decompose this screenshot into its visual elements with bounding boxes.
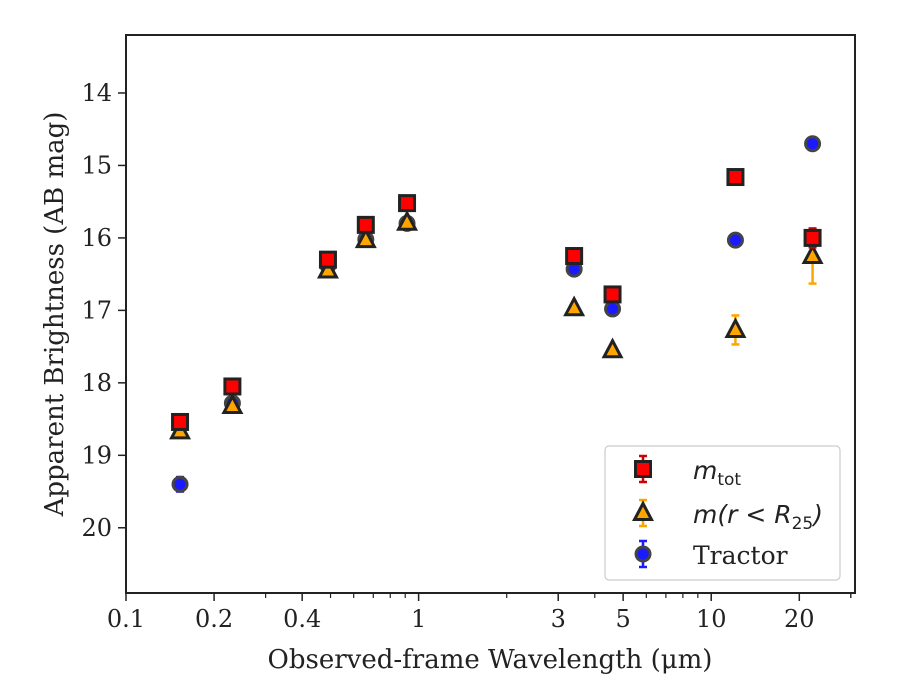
m-r25-point xyxy=(724,317,747,338)
data-markers xyxy=(169,135,824,493)
tractor-point xyxy=(726,231,744,249)
m-tot-point xyxy=(223,377,242,396)
m-r25-point xyxy=(354,227,377,249)
m-tot-point xyxy=(356,215,375,234)
tractor-point xyxy=(604,300,622,318)
m-r25-point xyxy=(601,337,624,359)
legend-label-tractor: Tractor xyxy=(693,541,788,570)
y-tick-label: 15 xyxy=(81,151,112,179)
y-tick-label: 16 xyxy=(81,224,112,252)
y-tick-label: 19 xyxy=(81,441,112,469)
m-r25-point xyxy=(221,393,244,415)
legend-label-mtot: mtot xyxy=(693,456,741,490)
m-tot-point xyxy=(171,412,190,431)
y-tick-label: 17 xyxy=(81,296,112,324)
m-tot-point xyxy=(726,168,745,187)
y-tick-label: 20 xyxy=(81,514,112,542)
y-tick-label: 18 xyxy=(81,369,112,397)
m-r25-point-group xyxy=(169,209,824,440)
m-tot-point xyxy=(603,285,622,304)
x-tick-label: 3 xyxy=(551,605,566,633)
m-tot-point xyxy=(398,194,417,213)
tractor-point xyxy=(804,135,822,153)
x-tick-label: 0.1 xyxy=(107,605,145,633)
y-tick-label: 14 xyxy=(81,79,112,107)
legend-box xyxy=(604,445,841,581)
tractor-point xyxy=(171,475,189,493)
m-tot-point xyxy=(318,250,337,269)
x-tick-label: 10 xyxy=(696,605,727,633)
legend-handles xyxy=(632,454,654,569)
m-tot-point-group xyxy=(171,168,822,431)
legend-marker xyxy=(634,460,652,478)
m-r25-point xyxy=(563,295,586,317)
m-r25-point xyxy=(396,209,419,231)
y-axis-title: Apparent Brightness (AB mag) xyxy=(40,112,70,518)
m-r25-point xyxy=(316,257,339,279)
x-tick-label: 5 xyxy=(615,605,630,633)
x-tick-label: 20 xyxy=(784,605,815,633)
legend-label-mr25: m(r < R25) xyxy=(693,500,823,534)
m-tot-point xyxy=(803,228,822,247)
x-axis-title: Observed-frame Wavelength (μm) xyxy=(268,645,713,675)
x-tick-label: 0.2 xyxy=(195,605,233,633)
legend-marker xyxy=(634,545,652,563)
m-r25-point xyxy=(801,243,824,265)
x-axis-ticks: 0.1 0.2 0.4 1 3 5 10 20 xyxy=(107,593,852,633)
y-axis-ticks: 14 15 16 17 18 19 20 xyxy=(81,79,126,542)
legend: mtot m(r < R25) Tractor xyxy=(604,445,841,581)
x-tick-label: 0.4 xyxy=(283,605,321,633)
m-tot-point xyxy=(565,247,584,266)
legend-marker xyxy=(632,500,654,521)
x-tick-label: 1 xyxy=(411,605,426,633)
